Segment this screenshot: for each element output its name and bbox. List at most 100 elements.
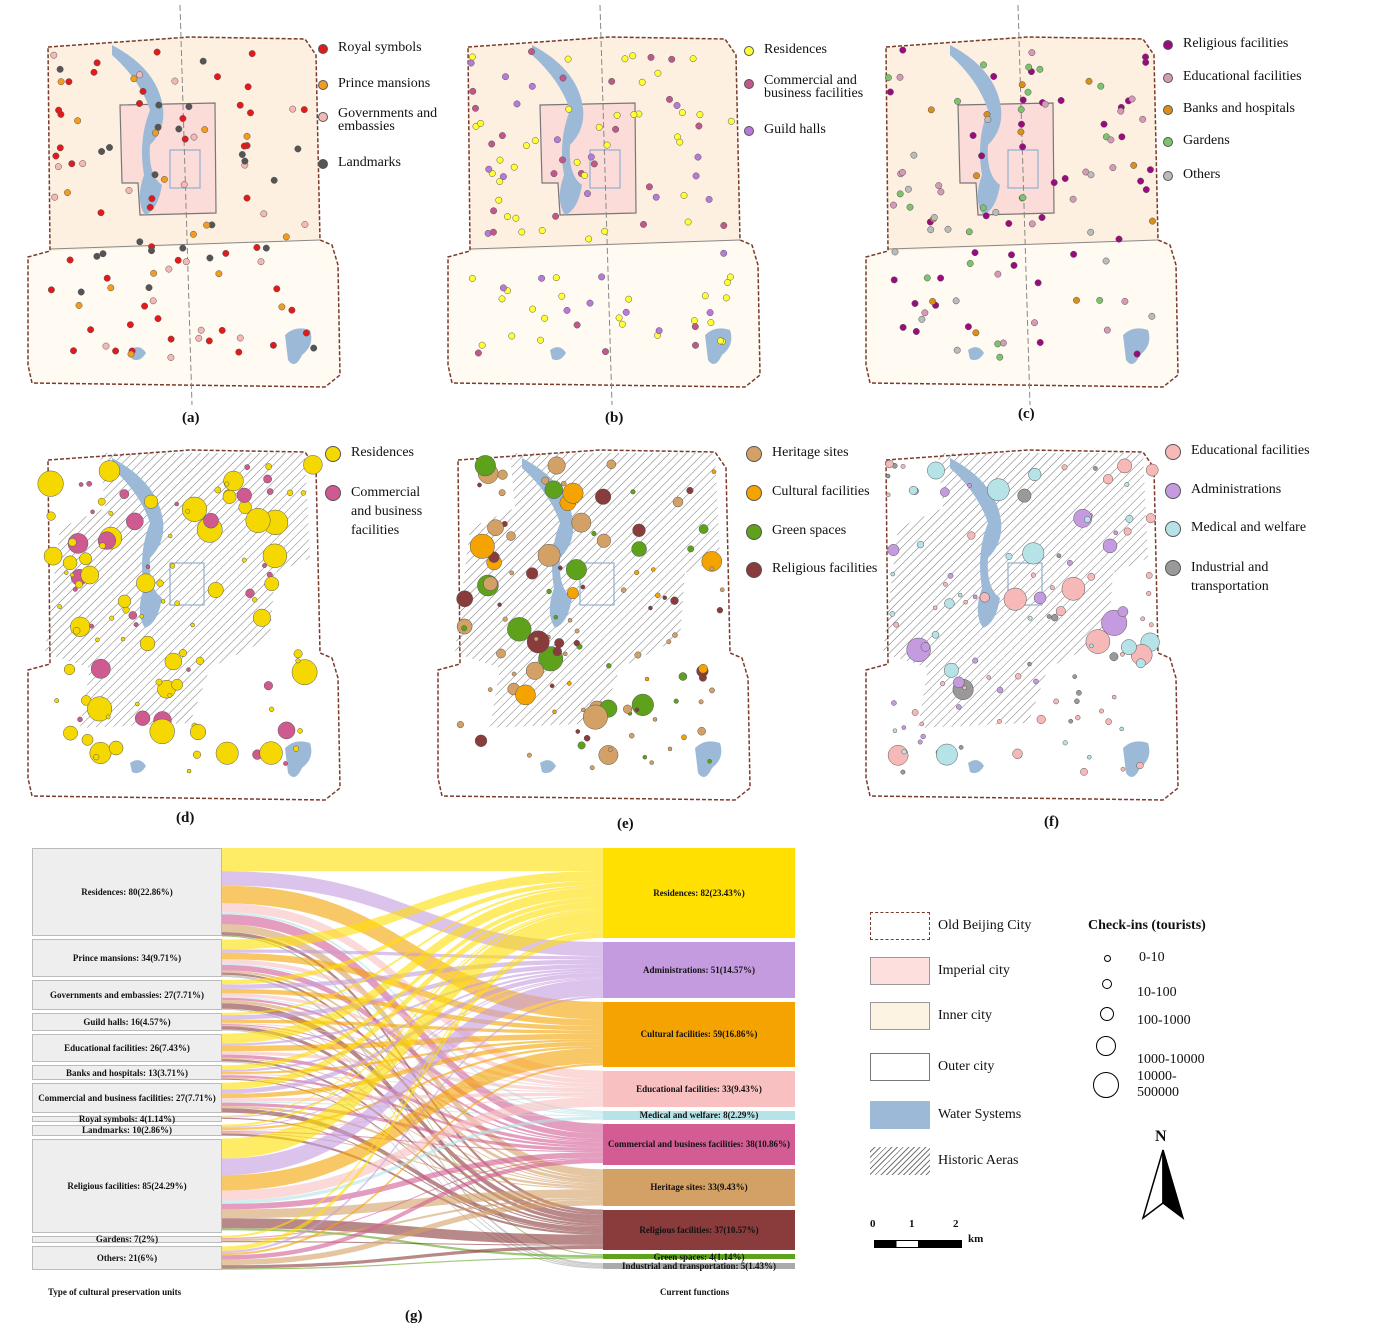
sankey-flow — [222, 1245, 603, 1269]
poi-marker — [956, 704, 962, 710]
poi-marker — [498, 489, 506, 497]
poi-marker — [283, 761, 288, 766]
poi-marker — [887, 544, 900, 556]
poi-marker — [697, 726, 706, 736]
poi-marker — [891, 700, 897, 706]
poi-marker — [1073, 508, 1093, 528]
poi-marker — [563, 651, 568, 657]
poi-marker — [522, 142, 530, 150]
poi-marker — [1125, 514, 1134, 523]
poi-marker — [78, 482, 84, 487]
poi-marker — [571, 512, 592, 533]
poi-marker — [1109, 164, 1117, 172]
poi-marker — [257, 258, 265, 266]
poi-marker — [896, 190, 904, 198]
poi-marker — [289, 105, 297, 113]
sankey-right-node: Educational facilities: 33(9.43%) — [603, 1070, 795, 1107]
poi-marker — [591, 530, 597, 537]
poi-marker — [686, 486, 694, 495]
key-imperial-city: Imperial city — [870, 957, 1010, 985]
poi-marker — [253, 244, 261, 251]
poi-marker — [973, 172, 980, 180]
poi-marker — [557, 565, 563, 571]
poi-marker — [533, 636, 539, 642]
poi-marker — [1080, 767, 1088, 776]
water-system — [540, 760, 556, 774]
poi-marker — [167, 533, 173, 539]
poi-marker — [214, 73, 221, 81]
poi-marker — [518, 228, 526, 236]
poi-marker — [87, 696, 113, 722]
poi-marker — [537, 543, 561, 567]
poi-marker — [1121, 639, 1137, 655]
poi-marker — [149, 297, 157, 305]
checkins-1000-10000: 1000-10000 — [1096, 1036, 1205, 1067]
poi-marker — [648, 605, 653, 611]
poi-marker — [502, 616, 508, 622]
poi-marker — [562, 482, 584, 504]
poi-marker — [662, 595, 668, 600]
poi-marker — [901, 725, 907, 730]
poi-marker — [90, 509, 95, 515]
poi-marker — [644, 676, 650, 682]
poi-marker — [1124, 482, 1130, 487]
poi-marker — [1089, 643, 1094, 649]
poi-marker — [607, 747, 613, 752]
sankey-flow — [222, 1157, 603, 1239]
sankey-right-node: Heritage sites: 33(9.43%) — [603, 1169, 795, 1206]
poi-marker — [46, 511, 56, 521]
poi-marker — [598, 273, 606, 281]
poi-marker — [943, 662, 959, 678]
poi-marker — [206, 254, 214, 262]
map-a — [27, 4, 341, 406]
sankey-flow — [222, 1025, 603, 1184]
poi-marker — [265, 463, 273, 470]
poi-marker — [673, 102, 681, 109]
poi-marker — [631, 541, 647, 557]
poi-marker — [477, 119, 485, 127]
poi-marker — [899, 46, 907, 54]
poi-marker — [724, 279, 731, 286]
poi-marker — [654, 69, 662, 77]
poi-marker — [651, 567, 656, 572]
poi-marker — [1119, 726, 1124, 732]
poi-marker — [904, 185, 912, 193]
poi-marker — [698, 663, 708, 674]
poi-marker — [148, 195, 156, 203]
poi-marker — [531, 137, 539, 145]
poi-marker — [54, 698, 60, 704]
poi-marker — [1133, 350, 1141, 358]
poi-marker — [935, 182, 943, 190]
poi-marker — [965, 228, 973, 236]
poi-marker — [910, 151, 918, 159]
poi-marker — [701, 292, 709, 300]
poi-marker — [128, 611, 138, 620]
legend-item-educational: Educational facilities — [1163, 69, 1302, 86]
poi-marker — [585, 235, 593, 243]
legend-item-prince-mansions: Prince mansions — [318, 76, 430, 93]
sankey-flow — [222, 885, 603, 1020]
panel-label-f: (f) — [1044, 814, 1059, 830]
poi-marker — [69, 572, 75, 578]
poi-marker — [155, 678, 163, 686]
sankey-flow — [222, 1092, 603, 1102]
panel-label-d: (d) — [176, 810, 195, 826]
sankey-left-caption: Type of cultural preservation units — [48, 1287, 182, 1297]
poi-marker — [99, 250, 107, 258]
poi-marker — [252, 608, 271, 627]
poi-marker — [726, 273, 734, 281]
poi-marker — [64, 189, 71, 197]
poi-marker — [286, 489, 294, 496]
poi-marker — [126, 321, 134, 329]
poi-marker — [575, 729, 581, 734]
poi-marker — [167, 335, 175, 343]
poi-marker — [899, 168, 906, 176]
central-axis — [1017, 4, 1031, 406]
poi-marker — [678, 672, 688, 681]
sankey-flow — [222, 952, 603, 1027]
poi-marker — [1036, 65, 1044, 73]
poi-marker — [179, 115, 187, 122]
poi-marker — [586, 299, 594, 307]
poi-marker — [547, 456, 566, 475]
poi-marker — [248, 50, 256, 58]
